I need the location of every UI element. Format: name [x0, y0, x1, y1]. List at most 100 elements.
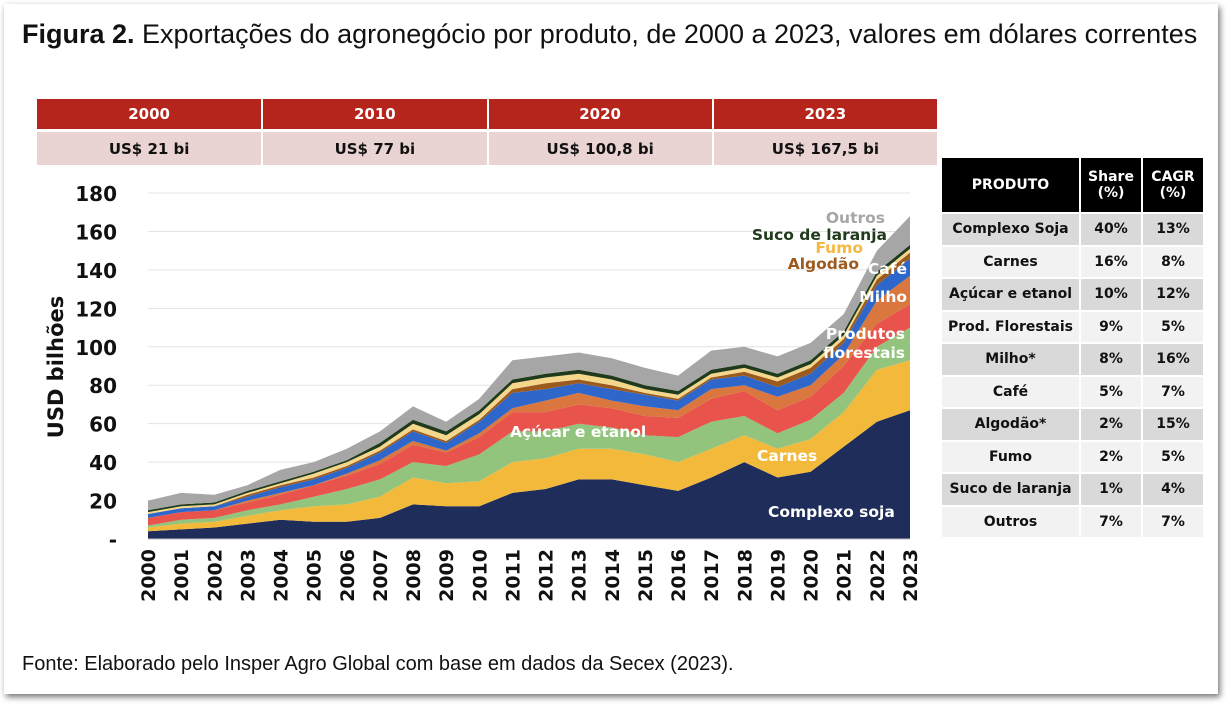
x-tick-label: 2021: [834, 549, 856, 602]
product-name: Café: [942, 374, 1081, 408]
summary-value-cell: US$ 100,8 bi: [487, 129, 714, 165]
product-cagr: 13%: [1142, 212, 1203, 246]
series-annotation: Milho: [859, 288, 907, 306]
product-cagr: 4%: [1142, 472, 1203, 506]
summary-year-cell: 2010: [262, 99, 489, 131]
table-row: Café 5% 7%: [942, 374, 1203, 408]
y-tick-label: 140: [75, 259, 117, 283]
series-area-acucar-e-etanol: [148, 327, 910, 528]
x-tick-label: 2017: [701, 549, 723, 602]
x-tick-label: 2011: [502, 549, 524, 602]
product-share: 1%: [1080, 472, 1143, 506]
x-tick-label: 2023: [900, 549, 922, 602]
summary-value-cell: US$ 21 bi: [37, 129, 264, 165]
series-annotation: Café: [868, 260, 907, 278]
x-tick-label: 2020: [801, 549, 823, 602]
product-name: Fumo: [942, 439, 1081, 473]
product-name: Carnes: [942, 244, 1081, 278]
series-annotation: Algodão: [788, 255, 859, 273]
y-tick-label: -: [109, 528, 117, 552]
x-tick-label: 2005: [304, 549, 326, 602]
x-tick-label: 2002: [204, 549, 226, 602]
product-name: Açúcar e etanol: [942, 277, 1081, 311]
x-tick-label: 2001: [171, 549, 193, 602]
product-cagr: 5%: [1142, 439, 1203, 473]
source-note: Fonte: Elaborado pelo Insper Agro Global…: [22, 653, 734, 675]
product-cagr: 12%: [1142, 277, 1203, 311]
product-cagr: 5%: [1142, 309, 1203, 343]
product-cagr: 8%: [1142, 244, 1203, 278]
product-name: Algodão*: [942, 407, 1081, 441]
y-tick-label: 80: [89, 374, 117, 398]
product-share: 40%: [1080, 212, 1143, 246]
series-area-outros: [148, 216, 910, 511]
x-tick-label: 2012: [536, 549, 558, 602]
header-share: Share (%): [1080, 158, 1143, 213]
x-tick-label: 2018: [734, 549, 756, 602]
summary-value-cell: US$ 167,5 bi: [712, 129, 940, 165]
header-cagr: CAGR (%): [1142, 158, 1203, 213]
series-annotation: florestais: [823, 344, 905, 362]
series-area-complexo-soja: [148, 410, 910, 539]
product-name: Outros: [942, 504, 1081, 537]
product-table: PRODUTO Share (%) CAGR (%) Complexo Soja…: [942, 158, 1203, 537]
x-tick-label: 2006: [337, 549, 359, 602]
summary-year-cell: 2023: [712, 99, 940, 131]
series-annotation: Fumo: [815, 239, 863, 257]
series-annotation: Suco de laranja: [752, 226, 887, 244]
product-share: 5%: [1080, 374, 1143, 408]
series-annotation: Carnes: [757, 447, 817, 465]
header-produto: PRODUTO: [942, 158, 1081, 213]
x-tick-label: 2000: [138, 549, 160, 602]
table-row: Algodão* 2% 15%: [942, 407, 1203, 441]
figure-caption: Exportações do agronegócio por produto, …: [134, 19, 1198, 49]
product-name: Milho*: [942, 342, 1081, 376]
product-cagr: 7%: [1142, 374, 1203, 408]
x-tick-label: 2010: [469, 549, 491, 602]
x-tick-label: 2013: [569, 549, 591, 602]
y-tick-label: 40: [89, 451, 117, 475]
figure-label: Figura 2.: [22, 19, 135, 49]
y-tick-label: 20: [89, 490, 117, 514]
product-name: Suco de laranja: [942, 472, 1081, 506]
series-area-milho: [148, 275, 910, 518]
series-annotation: Outros: [826, 209, 885, 227]
product-table-header: PRODUTO Share (%) CAGR (%): [942, 158, 1203, 213]
series-area-cafe: [148, 258, 910, 518]
y-axis-title: USD bilhões: [44, 296, 68, 438]
figure-title: Figura 2. Exportações do agronegócio por…: [22, 16, 1217, 52]
series-area-suco-de-laranja: [148, 244, 910, 513]
y-tick-label: 120: [75, 297, 117, 321]
stacked-area-chart: - 20 40 60 80 100 120 140 160 180 2000 2001 2002 2003…: [44, 182, 922, 602]
x-tick-label: 2015: [635, 549, 657, 602]
product-share: 8%: [1080, 342, 1143, 376]
product-share: 2%: [1080, 439, 1143, 473]
table-row: Milho* 8% 16%: [942, 342, 1203, 376]
x-tick-label: 2003: [237, 549, 259, 602]
x-tick-label: 2008: [403, 549, 425, 602]
table-row: Carnes 16% 8%: [942, 244, 1203, 278]
product-share: 9%: [1080, 309, 1143, 343]
y-tick-label: 60: [89, 413, 117, 437]
table-row: Complexo Soja 40% 13%: [942, 212, 1203, 246]
summary-years-table: 2000 2010 2020 2023 US$ 21 bi US$ 77 bi …: [37, 99, 940, 165]
table-row: Suco de laranja 1% 4%: [942, 472, 1203, 506]
product-share: 2%: [1080, 407, 1143, 441]
table-row: Açúcar e etanol 10% 12%: [942, 277, 1203, 311]
summary-value-row: US$ 21 bi US$ 77 bi US$ 100,8 bi US$ 167…: [37, 129, 940, 165]
product-name: Prod. Florestais: [942, 309, 1081, 343]
x-tick-label: 2007: [370, 549, 392, 602]
x-tick-label: 2016: [668, 549, 690, 602]
y-tick-label: 160: [75, 220, 117, 244]
y-tick-label: 100: [75, 336, 117, 360]
product-cagr: 15%: [1142, 407, 1203, 441]
summary-value-cell: US$ 77 bi: [262, 129, 489, 165]
series-area-produtos-florestais: [148, 304, 910, 526]
table-row: Fumo 2% 5%: [942, 439, 1203, 473]
x-tick-label: 2004: [271, 549, 293, 602]
product-name: Complexo Soja: [942, 212, 1081, 246]
product-share: 7%: [1080, 504, 1143, 537]
x-tick-label: 2009: [436, 549, 458, 602]
table-row: Prod. Florestais 9% 5%: [942, 309, 1203, 343]
product-share: 10%: [1080, 277, 1143, 311]
